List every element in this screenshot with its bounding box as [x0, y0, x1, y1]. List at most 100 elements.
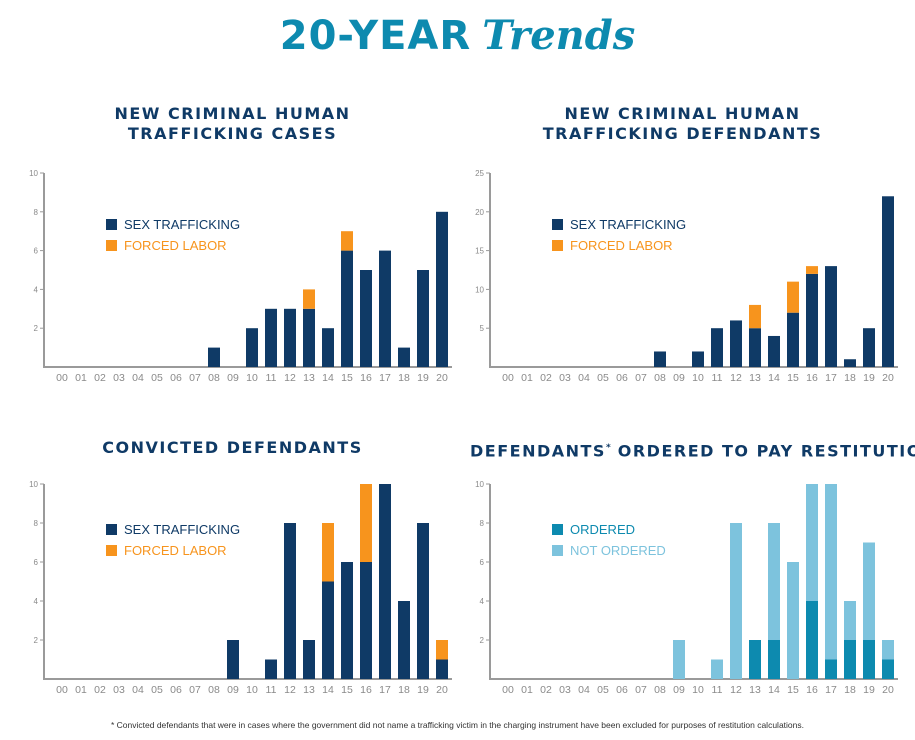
defendants-x-tick-label-19: 19	[863, 372, 875, 384]
cases-x-tick-label-00: 00	[56, 372, 68, 384]
cases-bar-sex_trafficking-16	[360, 270, 372, 367]
restitution-legend-swatch-not_ordered	[552, 545, 563, 556]
restitution-x-tick-label-17: 17	[825, 684, 837, 696]
defendants-x-tick-label-12: 12	[730, 372, 742, 384]
convicted-bar-sex_trafficking-11	[265, 659, 277, 679]
cases-x-tick-label-15: 15	[341, 372, 353, 384]
defendants-bar-forced_labor-16	[806, 266, 818, 274]
restitution-legend-label-ordered: ORDERED	[570, 522, 635, 537]
restitution-y-tick-label-0: 2	[480, 636, 485, 645]
cases-x-tick-label-14: 14	[322, 372, 334, 384]
convicted-x-tick-label-17: 17	[379, 684, 391, 696]
cases-bar-forced_labor-15	[341, 231, 353, 251]
restitution-bar-ordered-17	[825, 659, 837, 679]
convicted-x-tick-label-11: 11	[266, 684, 277, 696]
defendants-bar-sex_trafficking-19	[863, 328, 875, 367]
convicted-bar-sex_trafficking-15	[341, 562, 353, 679]
defendants-y-tick-label-4: 25	[475, 169, 484, 178]
defendants-x-tick-label-02: 02	[540, 372, 552, 384]
cases-bar-forced_labor-13	[303, 289, 315, 309]
convicted-legend-swatch-forced_labor	[106, 545, 117, 556]
cases-x-tick-label-20: 20	[436, 372, 448, 384]
convicted-x-tick-label-03: 03	[113, 684, 125, 696]
restitution-x-tick-label-09: 09	[673, 684, 685, 696]
convicted-x-tick-label-09: 09	[227, 684, 239, 696]
cases-x-tick-label-16: 16	[360, 372, 372, 384]
convicted-x-tick-label-07: 07	[189, 684, 201, 696]
cases-x-tick-label-04: 04	[132, 372, 144, 384]
convicted-bar-sex_trafficking-19	[417, 523, 429, 679]
cases-bar-sex_trafficking-19	[417, 270, 429, 367]
defendants-x-tick-label-17: 17	[825, 372, 837, 384]
cases-x-tick-label-12: 12	[284, 372, 296, 384]
footnote: * Convicted defendants that were in case…	[111, 720, 804, 730]
convicted-bar-sex_trafficking-09	[227, 640, 239, 679]
convicted-y-tick-label-4: 10	[29, 480, 38, 489]
restitution-x-tick-label-07: 07	[635, 684, 647, 696]
defendants-y-tick-label-1: 10	[475, 285, 484, 294]
cases-bar-sex_trafficking-11	[265, 308, 277, 367]
chart-title-convicted-line-1: CONVICTED DEFENDANTS	[102, 438, 363, 457]
chart-title-cases-line-2: TRAFFICKING CASES	[127, 124, 338, 143]
page-title-italic: Trends	[482, 12, 636, 59]
defendants-bar-forced_labor-13	[749, 304, 761, 329]
cases-x-tick-label-03: 03	[113, 372, 125, 384]
restitution-bar-not_ordered-18	[844, 601, 856, 640]
cases-x-tick-label-10: 10	[246, 372, 258, 384]
defendants-y-tick-label-3: 20	[475, 208, 484, 217]
chart-title-restitution-asterisk: *	[605, 443, 611, 453]
defendants-x-tick-label-00: 00	[502, 372, 514, 384]
cases-x-tick-label-18: 18	[398, 372, 410, 384]
convicted-x-tick-label-15: 15	[341, 684, 353, 696]
restitution-y-tick-label-4: 10	[475, 480, 484, 489]
convicted-x-tick-label-01: 01	[75, 684, 87, 696]
convicted-y-tick-label-1: 4	[34, 597, 39, 606]
defendants-bar-sex_trafficking-11	[711, 328, 723, 367]
defendants-x-tick-label-09: 09	[673, 372, 685, 384]
convicted-y-tick-label-3: 8	[34, 519, 39, 528]
defendants-x-tick-label-18: 18	[844, 372, 856, 384]
restitution-x-tick-label-00: 00	[502, 684, 514, 696]
restitution-bar-ordered-19	[863, 640, 875, 679]
defendants-bar-sex_trafficking-14	[768, 335, 780, 367]
cases-bar-sex_trafficking-10	[246, 328, 258, 367]
convicted-bar-forced_labor-20	[436, 640, 448, 660]
defendants-y-tick-label-2: 15	[475, 247, 484, 256]
restitution-x-tick-label-12: 12	[730, 684, 742, 696]
convicted-x-tick-label-14: 14	[322, 684, 334, 696]
restitution-x-tick-label-16: 16	[806, 684, 818, 696]
defendants-x-tick-label-01: 01	[521, 372, 533, 384]
convicted-x-tick-label-02: 02	[94, 684, 106, 696]
cases-x-tick-label-13: 13	[303, 372, 315, 384]
convicted-bar-sex_trafficking-17	[379, 484, 391, 679]
cases-bar-sex_trafficking-20	[436, 211, 448, 367]
defendants-x-tick-label-10: 10	[692, 372, 704, 384]
defendants-bar-sex_trafficking-17	[825, 266, 837, 367]
defendants-x-tick-label-04: 04	[578, 372, 590, 384]
chart-title-defendants: NEW CRIMINAL HUMAN TRAFFICKING DEFENDANT…	[525, 104, 840, 144]
convicted-bar-sex_trafficking-13	[303, 640, 315, 679]
restitution-bar-not_ordered-19	[863, 542, 875, 640]
chart-title-defendants-line-2: TRAFFICKING DEFENDANTS	[542, 124, 823, 143]
convicted-bar-sex_trafficking-18	[398, 601, 410, 679]
cases-bar-sex_trafficking-15	[341, 250, 353, 367]
cases-x-tick-label-09: 09	[227, 372, 239, 384]
restitution-x-tick-label-01: 01	[521, 684, 533, 696]
convicted-bar-sex_trafficking-16	[360, 562, 372, 679]
defendants-y-tick-label-0: 5	[480, 324, 485, 333]
convicted-x-tick-label-18: 18	[398, 684, 410, 696]
convicted-x-tick-label-06: 06	[170, 684, 182, 696]
defendants-legend-label-forced_labor: FORCED LABOR	[570, 238, 673, 253]
cases-bar-sex_trafficking-08	[208, 347, 220, 367]
convicted-bar-sex_trafficking-20	[436, 659, 448, 679]
cases-x-tick-label-01: 01	[75, 372, 87, 384]
cases-x-tick-label-07: 07	[189, 372, 201, 384]
convicted-x-tick-label-10: 10	[246, 684, 258, 696]
restitution-bar-not_ordered-20	[882, 640, 894, 660]
cases-bar-sex_trafficking-18	[398, 347, 410, 367]
cases-y-tick-label-0: 2	[34, 324, 39, 333]
restitution-x-tick-label-05: 05	[597, 684, 609, 696]
defendants-bar-sex_trafficking-20	[882, 196, 894, 367]
defendants-x-tick-label-08: 08	[654, 372, 666, 384]
